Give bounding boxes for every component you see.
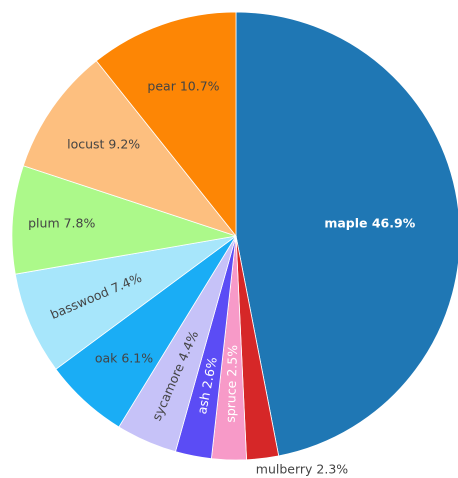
pie-slice-pear[interactable] xyxy=(95,11,237,238)
slice-label-oak: oak 6.1% xyxy=(95,351,153,366)
slice-label-locust: locust 9.2% xyxy=(67,136,140,151)
pie-slices xyxy=(11,11,458,461)
slice-label-spruce: spruce 2.5% xyxy=(223,345,240,423)
slice-label-pear: pear 10.7% xyxy=(147,78,219,93)
pie-slice-maple[interactable] xyxy=(235,11,458,457)
pie-slice-plum[interactable] xyxy=(11,165,237,275)
slice-label-mulberry: mulberry 2.3% xyxy=(256,462,349,477)
slice-label-maple: maple 46.9% xyxy=(324,216,415,231)
slice-label-plum: plum 7.8% xyxy=(28,216,95,231)
pie-slice-locust[interactable] xyxy=(22,60,238,237)
pie-slice-basswood[interactable] xyxy=(14,235,237,370)
